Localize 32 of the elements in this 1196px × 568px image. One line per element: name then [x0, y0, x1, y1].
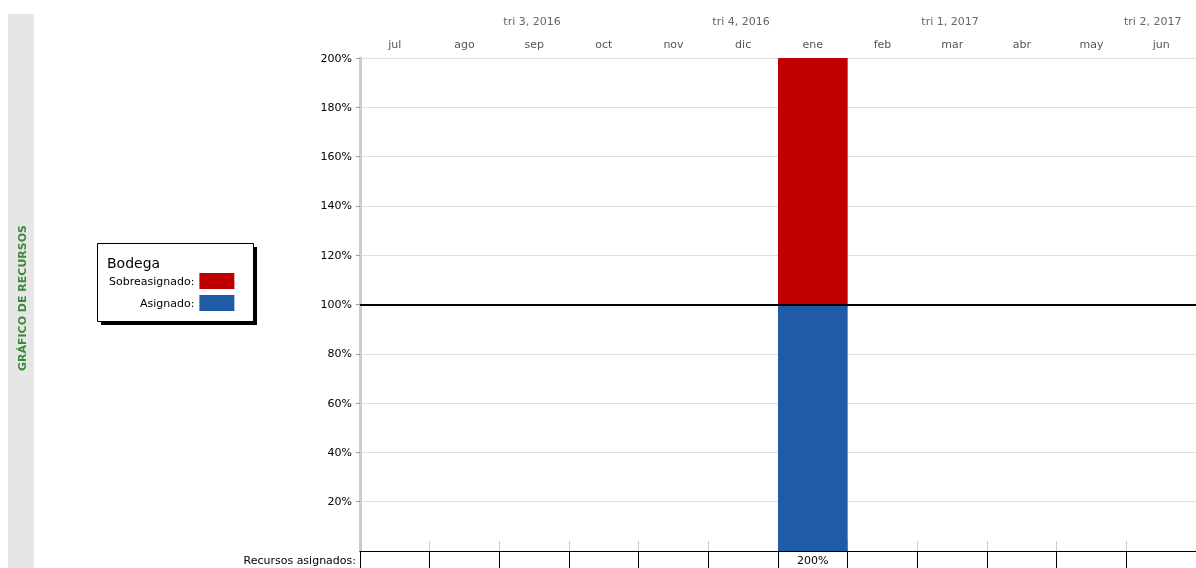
x-tick-label: ene	[802, 38, 824, 51]
y-tick-label: 120%	[320, 248, 352, 262]
x-tick-label: may	[1079, 38, 1104, 51]
x-tick-label: mar	[941, 38, 964, 51]
text: tri 1, 2017	[921, 15, 979, 28]
legend-label: Asignado:	[139, 296, 195, 310]
y-tick-label: 40%	[327, 445, 352, 459]
legend-title: Bodega	[107, 255, 161, 271]
text: tri 4, 2016	[712, 15, 770, 28]
y-tick-label: 20%	[327, 495, 352, 509]
text: tri 3, 2016	[503, 15, 561, 28]
text: tri 2, 2017	[1124, 15, 1182, 28]
y-tick-label: 60%	[327, 396, 352, 410]
x-tick-label: abr	[1012, 38, 1032, 51]
y-tick-label: 80%	[327, 347, 352, 361]
x-tick-label: ago	[454, 38, 475, 51]
text: GRÁFICO DE RECURSOS	[15, 224, 29, 372]
x-tick-label: dic	[735, 38, 752, 51]
x-tick-label: oct	[595, 38, 614, 51]
x-tick-label: jul	[387, 38, 402, 51]
x-tick-label: sep	[524, 38, 544, 51]
y-tick-label: 180%	[320, 100, 352, 114]
y-tick-label: 140%	[320, 199, 352, 213]
x-tick-label: feb	[873, 38, 892, 51]
total-label: 200%	[797, 554, 829, 567]
x-tick-label: jun	[1151, 38, 1170, 51]
y-tick-label: 100%	[320, 298, 352, 311]
text: Recursos asignados:	[243, 554, 357, 567]
legend-label: Sobreasignado:	[108, 274, 195, 288]
y-tick-label: 200%	[320, 51, 352, 65]
y-tick-label: 160%	[320, 150, 352, 164]
x-tick-label: nov	[663, 38, 685, 51]
